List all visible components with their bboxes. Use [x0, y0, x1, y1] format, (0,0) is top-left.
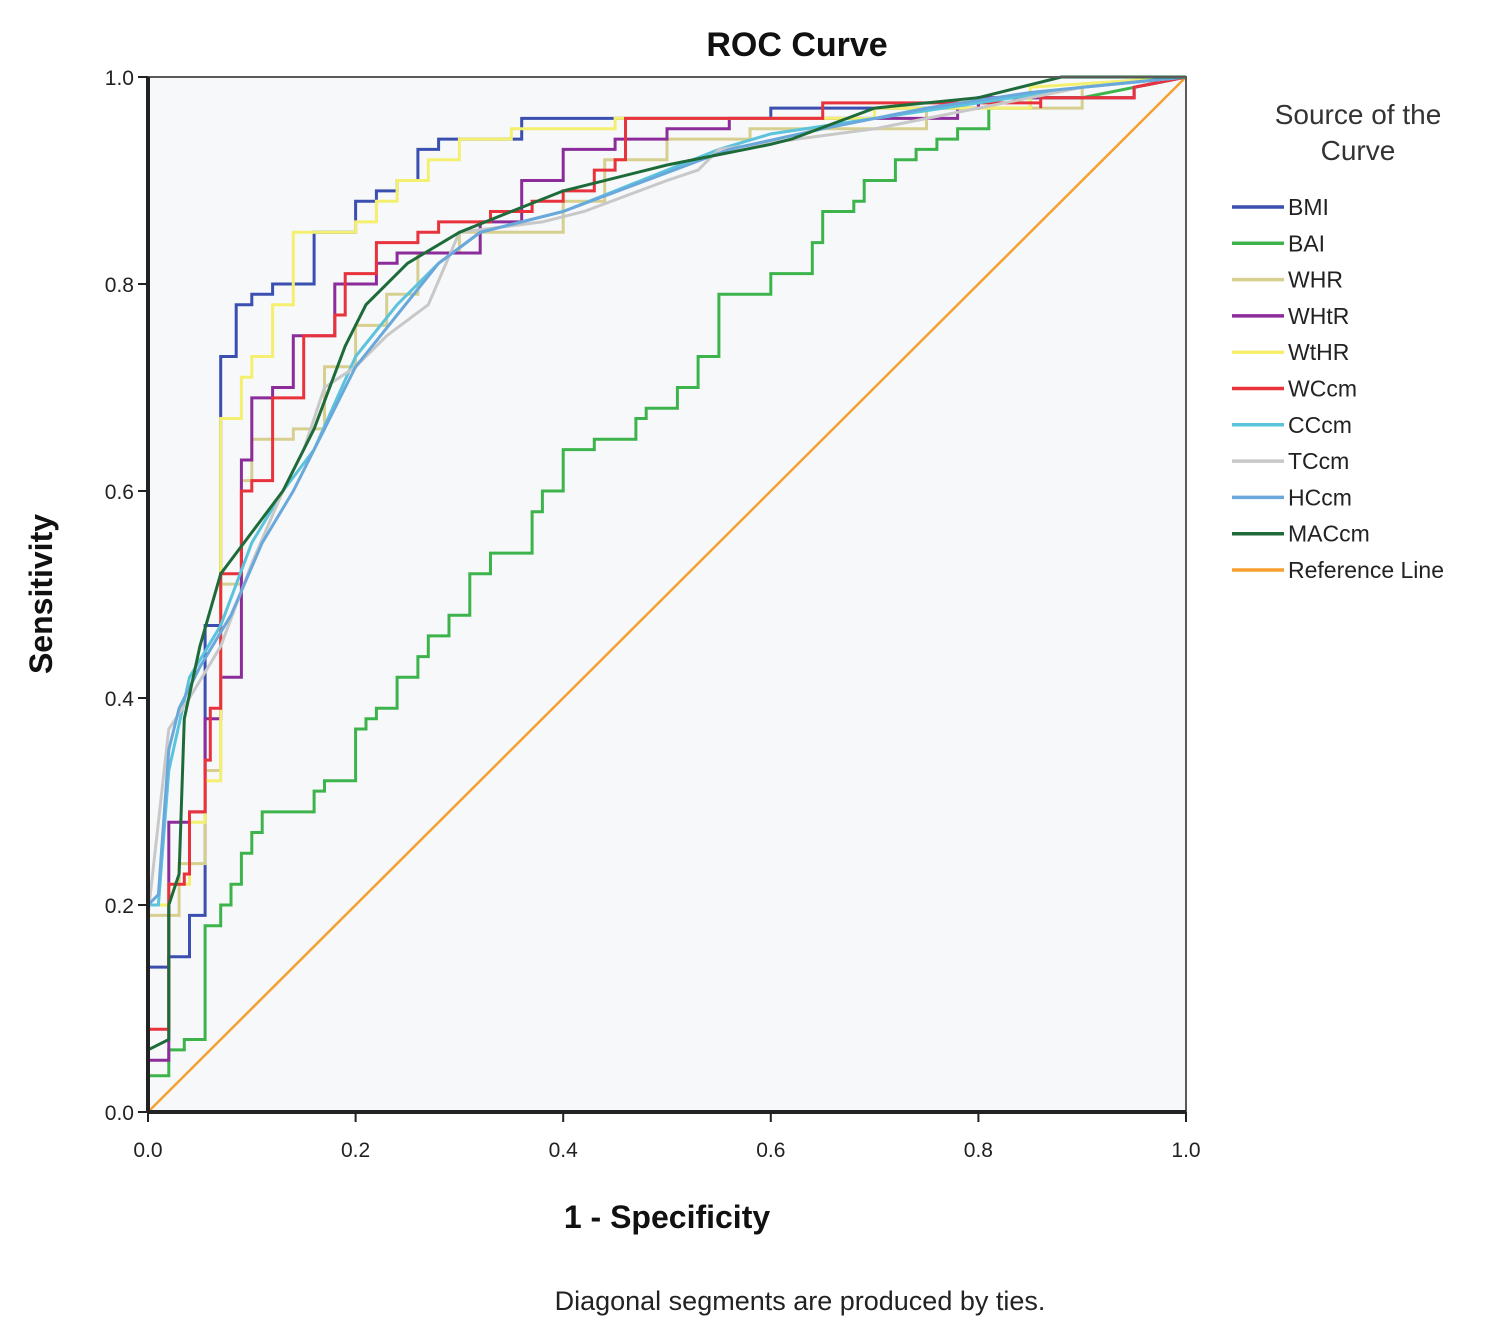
legend-label: HCcm: [1288, 484, 1352, 510]
legend-label: MACcm: [1288, 521, 1370, 547]
legend-label: Reference Line: [1288, 557, 1444, 583]
x-ticks: 0.0 0.2 0.4 0.6 0.8 1.0: [133, 1112, 1201, 1162]
legend-item-wccm: WCcm: [1232, 376, 1357, 402]
y-tick-label: 0.0: [105, 1102, 134, 1125]
series-line-bai: [146, 75, 1187, 1112]
y-tick-label: 0.6: [105, 481, 134, 504]
legend-item-wthr: WtHR: [1232, 339, 1349, 365]
series-line-wthr: [146, 75, 1187, 1112]
x-tick-label: 0.0: [133, 1139, 162, 1162]
x-tick-label: 0.2: [341, 1139, 370, 1162]
legend-title-line2: Curve: [1321, 135, 1396, 166]
legend-item-whtr: WHtR: [1232, 303, 1349, 329]
y-tick-label: 0.2: [105, 895, 134, 918]
legend-label: WCcm: [1288, 376, 1357, 402]
x-axis-label: 1 - Specificity: [564, 1199, 771, 1235]
x-tick-label: 0.8: [964, 1139, 993, 1162]
legend: Source of the Curve BMI BAI WHR WHtR WtHR WCc…: [1232, 99, 1444, 583]
legend-label: WHR: [1288, 267, 1343, 293]
legend-item-bmi: BMI: [1232, 194, 1329, 220]
legend-label: WtHR: [1288, 339, 1349, 365]
y-tick-label: 0.8: [105, 274, 134, 297]
legend-item-whr: WHR: [1232, 267, 1343, 293]
series-line-cccm: [146, 75, 1187, 1112]
x-tick-label: 0.6: [756, 1139, 785, 1162]
series-line-tccm: [146, 75, 1187, 1112]
legend-item-hccm: HCcm: [1232, 484, 1352, 510]
legend-label: WHtR: [1288, 303, 1349, 329]
x-tick-label: 1.0: [1171, 1139, 1200, 1162]
series-layer: [146, 75, 1187, 1113]
series-line-hccm: [146, 75, 1187, 1112]
legend-item-tccm: TCcm: [1232, 448, 1349, 474]
legend-title-line1: Source of the: [1275, 99, 1442, 130]
legend-item-maccm: MACcm: [1232, 521, 1370, 547]
legend-label: CCcm: [1288, 412, 1352, 438]
series-line-maccm: [146, 75, 1186, 1112]
chart-title: ROC Curve: [706, 26, 887, 64]
legend-label: TCcm: [1288, 448, 1349, 474]
y-axis-label: Sensitivity: [23, 514, 59, 674]
series-line-reference-line: [147, 76, 1187, 1113]
legend-label: BMI: [1288, 194, 1329, 220]
legend-label: BAI: [1288, 230, 1325, 256]
legend-item-reference-line: Reference Line: [1232, 557, 1444, 583]
legend-items: BMI BAI WHR WHtR WtHR WCcm CCcm TCcm HCcm MACcm Re…: [1232, 194, 1444, 583]
y-ticks: 0.0 0.2 0.4 0.6 0.8 1.0: [105, 67, 148, 1125]
legend-item-cccm: CCcm: [1232, 412, 1352, 438]
legend-item-bai: BAI: [1232, 230, 1325, 256]
y-tick-label: 0.4: [105, 688, 135, 711]
footnote: Diagonal segments are produced by ties.: [555, 1286, 1046, 1316]
x-tick-label: 0.4: [549, 1139, 579, 1162]
series-line-wccm: [146, 75, 1187, 1112]
y-tick-label: 1.0: [105, 67, 134, 90]
